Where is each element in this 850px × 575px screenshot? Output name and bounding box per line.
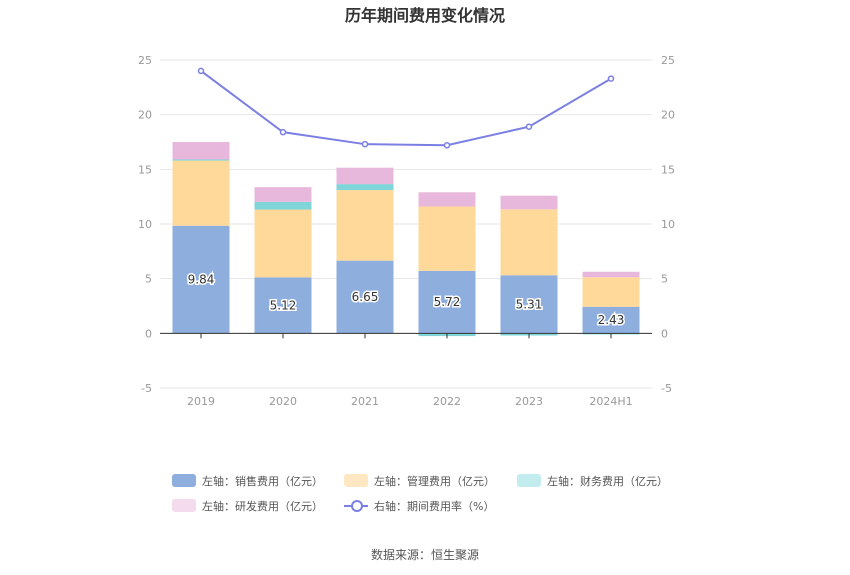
legend-swatch-rnd	[172, 499, 196, 512]
bar-sales	[500, 275, 558, 334]
legend-swatch-sales	[172, 474, 196, 487]
x-axis-tick-label: 2019	[187, 395, 215, 408]
bar-admin	[418, 206, 476, 271]
bar-rnd	[582, 271, 640, 278]
legend-swatch-admin	[344, 474, 368, 487]
rate-point	[443, 142, 451, 149]
bar-admin	[172, 160, 230, 226]
bar-admin	[254, 209, 312, 278]
right-axis-tick-label: 5	[661, 273, 668, 286]
legend-marker-rate	[351, 500, 363, 512]
x-axis-tick-label: 2024H1	[589, 395, 632, 408]
bar-admin	[500, 209, 558, 276]
bar-sales	[172, 225, 230, 334]
bar-rnd	[254, 187, 312, 202]
rate-point	[197, 67, 205, 75]
bar-finance	[254, 201, 312, 210]
bar-admin	[336, 190, 394, 261]
right-axis-tick-label: 25	[661, 54, 675, 67]
data-label-sales: 5.72	[434, 295, 461, 309]
data-label-sales: 6.65	[352, 290, 379, 304]
legend-label-finance: 左轴：财务费用（亿元）	[547, 475, 668, 488]
data-label-sales: 2.43	[598, 313, 625, 327]
legend-label-sales: 左轴：销售费用（亿元）	[202, 475, 323, 488]
right-axis-tick-label: 15	[661, 163, 675, 176]
chart-title: 历年期间费用变化情况	[344, 6, 505, 25]
bar-rnd	[172, 142, 230, 160]
bar-sales	[418, 270, 476, 334]
rate-point	[361, 140, 369, 148]
left-axis-tick-label: 0	[145, 327, 152, 340]
right-axis-tick-label: 10	[661, 218, 675, 231]
x-axis-tick-label: 2022	[433, 395, 461, 408]
bar-finance	[336, 184, 394, 191]
rate-point	[607, 75, 615, 82]
left-axis-tick-label: -5	[141, 382, 152, 395]
bar-rnd	[418, 192, 476, 207]
right-axis-tick-label: -5	[661, 382, 672, 395]
legend-label-admin: 左轴：管理费用（亿元）	[374, 475, 495, 488]
legend-label-rnd: 左轴：研发费用（亿元）	[202, 500, 323, 513]
left-axis-tick-label: 25	[138, 54, 152, 67]
x-axis-tick-label: 2020	[269, 395, 297, 408]
bar-rnd	[500, 195, 558, 210]
left-axis-tick-label: 15	[138, 163, 152, 176]
left-axis-tick-label: 5	[145, 273, 152, 286]
x-axis-tick-label: 2021	[351, 395, 379, 408]
bar-rnd	[336, 167, 394, 185]
bar-sales	[582, 306, 640, 334]
bar-sales	[336, 260, 394, 334]
legend-swatch-finance	[517, 474, 541, 487]
left-axis-tick-label: 20	[138, 109, 152, 122]
bar-admin	[582, 277, 640, 307]
data-label-sales: 9.84	[188, 273, 215, 287]
data-label-sales: 5.12	[270, 298, 297, 312]
x-axis-tick-label: 2023	[515, 395, 543, 408]
data-source-note: 数据来源：恒生聚源	[370, 548, 479, 562]
right-axis-tick-label: 20	[661, 109, 675, 122]
rate-point	[525, 123, 533, 130]
rate-point	[279, 128, 287, 136]
left-axis-tick-label: 10	[138, 218, 152, 231]
right-axis-tick-label: 0	[661, 327, 668, 340]
legend-label-rate: 右轴：期间费用率（%）	[374, 500, 495, 513]
data-label-sales: 5.31	[516, 297, 543, 311]
rate-line	[200, 70, 612, 147]
bar-sales	[254, 277, 312, 334]
bar-finance	[172, 159, 230, 161]
